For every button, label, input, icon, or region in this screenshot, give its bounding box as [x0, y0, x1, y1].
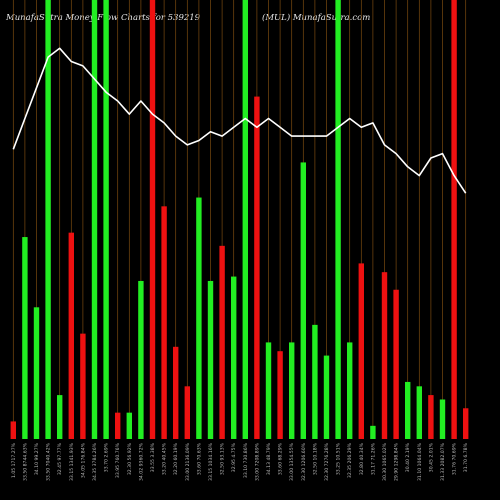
bar: [323, 355, 330, 439]
bar: [68, 232, 74, 439]
bar: [115, 412, 121, 439]
bar: [416, 386, 422, 439]
bar: [312, 324, 318, 439]
x-tick-label: 31.76 70.69%: [452, 442, 458, 475]
chart-header-left: MunafaSutra Money Flow Charts for 539219: [6, 13, 201, 23]
x-tick-label: 30.45 2.01%: [428, 442, 434, 472]
x-tick-label: 33.55 3.38%: [150, 442, 156, 472]
bar: [254, 96, 260, 439]
bar: [57, 395, 63, 439]
bar: [277, 351, 283, 439]
bar: [463, 408, 469, 439]
bar: [335, 0, 341, 439]
bar: [405, 381, 411, 439]
bar: [265, 342, 272, 439]
x-tick-label: 32.35 206.29%: [347, 442, 353, 478]
bar: [207, 280, 214, 439]
x-tick-label: 33.95 760.76%: [115, 442, 121, 478]
bar: [289, 342, 295, 439]
bar: [173, 346, 179, 439]
x-tick-label: 34.02 9360.72%: [138, 442, 144, 481]
x-tick-label: 32.30 1206.60%: [301, 442, 307, 481]
x-tick-label: 33.20 40.45%: [162, 442, 168, 475]
x-tick-label: 32.50 10.18%: [312, 442, 318, 475]
x-tick-label: 34.35 3784.26%: [92, 442, 98, 481]
bar: [33, 307, 40, 439]
x-tick-label: 31.70 6.78%: [463, 442, 469, 472]
money-flow-polyline: [12, 47, 467, 194]
bar: [393, 289, 399, 439]
x-tick-label: 33.60 68.29%: [278, 442, 284, 475]
bar: [91, 0, 98, 439]
x-tick-label: 31.33 2082.07%: [440, 442, 446, 481]
bar: [161, 206, 167, 439]
chart-header-right: (MUL) MunafaSutra.com: [262, 13, 371, 23]
x-tick-label: 33.70 2.69%: [104, 442, 110, 472]
x-tick-label: 32.45 97.77%: [57, 442, 63, 475]
x-tick-label: 34.05 176.84%: [80, 442, 86, 478]
x-tick-label: 30.30 1065.02%: [382, 442, 388, 481]
x-tick-label: 30.40 2.19%: [405, 442, 411, 472]
x-tick-label: 32.30 7276.28%: [324, 442, 330, 481]
bar: [219, 245, 225, 439]
bar: [300, 162, 306, 439]
bar: [196, 197, 202, 439]
x-tick-label: 1.05 1717.27%: [11, 442, 17, 478]
bar: [428, 395, 434, 439]
x-tick-label: 32.20 60.19%: [173, 442, 179, 475]
bar: [358, 263, 364, 439]
x-tick-label: 31.17 71.26%: [370, 442, 376, 475]
bar: [242, 0, 248, 439]
bar: [103, 0, 109, 439]
x-tick-label: 31.10 1064.04%: [417, 442, 423, 481]
bar: [126, 412, 132, 439]
x-tick-label: 29.90 1298.84%: [394, 442, 400, 481]
x-tick-label: 33.00 1354.55%: [289, 442, 295, 481]
bar: [22, 237, 28, 439]
bar: [439, 399, 446, 439]
x-tick-label: 32.30 56.92%: [127, 442, 133, 475]
x-tick-label: 33.15 1341.93%: [69, 442, 75, 481]
x-tick-label: 34.10 99.27%: [34, 442, 40, 475]
x-tick-label: 32.80 40.34%: [359, 442, 365, 475]
bars: [10, 0, 469, 439]
bar: [347, 342, 353, 439]
x-tick-label: 32.50 93.13%: [220, 442, 226, 475]
x-tick-label: 33.15 1034.16%: [208, 442, 214, 481]
bar: [138, 280, 144, 439]
x-tick-labels: 1.05 1717.27% 33.50 8744.63% 34.10 99.27% 3…: [11, 442, 469, 481]
bar: [184, 386, 190, 439]
money-flow-line: [12, 47, 467, 194]
bar: [149, 0, 156, 439]
bar: [45, 0, 51, 439]
bar: [231, 276, 237, 439]
bar: [381, 272, 388, 439]
x-tick-label: 32.95 4.75%: [231, 442, 237, 472]
x-tick-label: 33.00 2136.09%: [185, 442, 191, 481]
x-tick-label: 33.50 8744.63%: [22, 442, 28, 481]
x-tick-label: 34.13 48.79%: [266, 442, 272, 475]
x-tick-label: 33.10 730.86%: [243, 442, 249, 478]
bar: [451, 0, 457, 439]
x-tick-label: 33.50 7040.42%: [46, 442, 52, 481]
x-tick-label: 33.60 70.63%: [196, 442, 202, 475]
x-tick-label: 33.25 10.51%: [336, 442, 342, 475]
bar: [10, 421, 16, 439]
x-tick-label: 33.00 7208.89%: [254, 442, 260, 481]
bar: [370, 425, 376, 439]
bar: [80, 333, 86, 439]
